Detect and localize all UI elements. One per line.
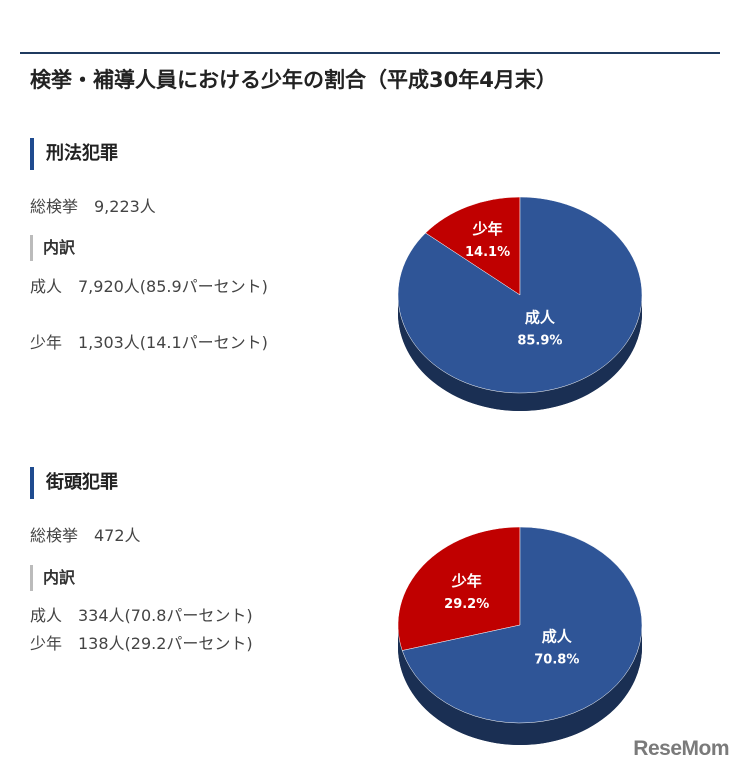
- pie-slice-juvenile: [397, 526, 521, 651]
- pie-chart-penal: 少年 14.1% 成人 85.9%: [397, 196, 643, 411]
- slice-category-label: 少年: [472, 220, 503, 238]
- page-title: 検挙・補導人員における少年の割合（平成30年4月末）: [30, 68, 557, 92]
- adult-line-penal: 成人 7,920人(85.9パーセント): [30, 277, 268, 296]
- section-heading-street: 街頭犯罪: [30, 467, 118, 499]
- adult-line-street: 成人 334人(70.8パーセント): [30, 606, 253, 625]
- section-heading-penal: 刑法犯罪: [30, 138, 118, 170]
- juvenile-line-street: 少年 138人(29.2パーセント): [30, 634, 253, 653]
- pie-slice-adult: [401, 526, 643, 724]
- pie-slice-adult: [397, 196, 643, 394]
- breakdown-heading-penal: 内訳: [30, 235, 75, 261]
- slice-category-label: 少年: [451, 572, 482, 590]
- slice-value-label: 85.9%: [517, 334, 562, 349]
- slice-value-label: 70.8%: [534, 653, 579, 668]
- top-divider: [20, 52, 720, 54]
- total-arrests-street: 総検挙 472人: [30, 526, 141, 545]
- breakdown-heading-street: 内訳: [30, 565, 75, 591]
- pie-chart-street: 少年 29.2% 成人 70.8%: [397, 526, 643, 745]
- resemom-logo: ReseMom: [633, 737, 729, 760]
- total-arrests-penal: 総検挙 9,223人: [30, 197, 156, 216]
- pie-slice-juvenile: [425, 196, 521, 296]
- slice-category-label: 成人: [542, 628, 573, 646]
- juvenile-line-penal: 少年 1,303人(14.1パーセント): [30, 333, 268, 352]
- slice-category-label: 成人: [525, 309, 556, 327]
- slice-value-label: 29.2%: [444, 597, 489, 612]
- slice-value-label: 14.1%: [465, 245, 510, 260]
